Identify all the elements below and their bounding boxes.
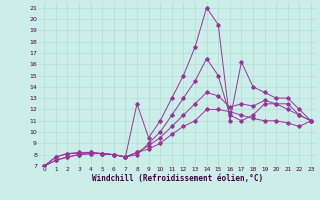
X-axis label: Windchill (Refroidissement éolien,°C): Windchill (Refroidissement éolien,°C) bbox=[92, 174, 263, 183]
